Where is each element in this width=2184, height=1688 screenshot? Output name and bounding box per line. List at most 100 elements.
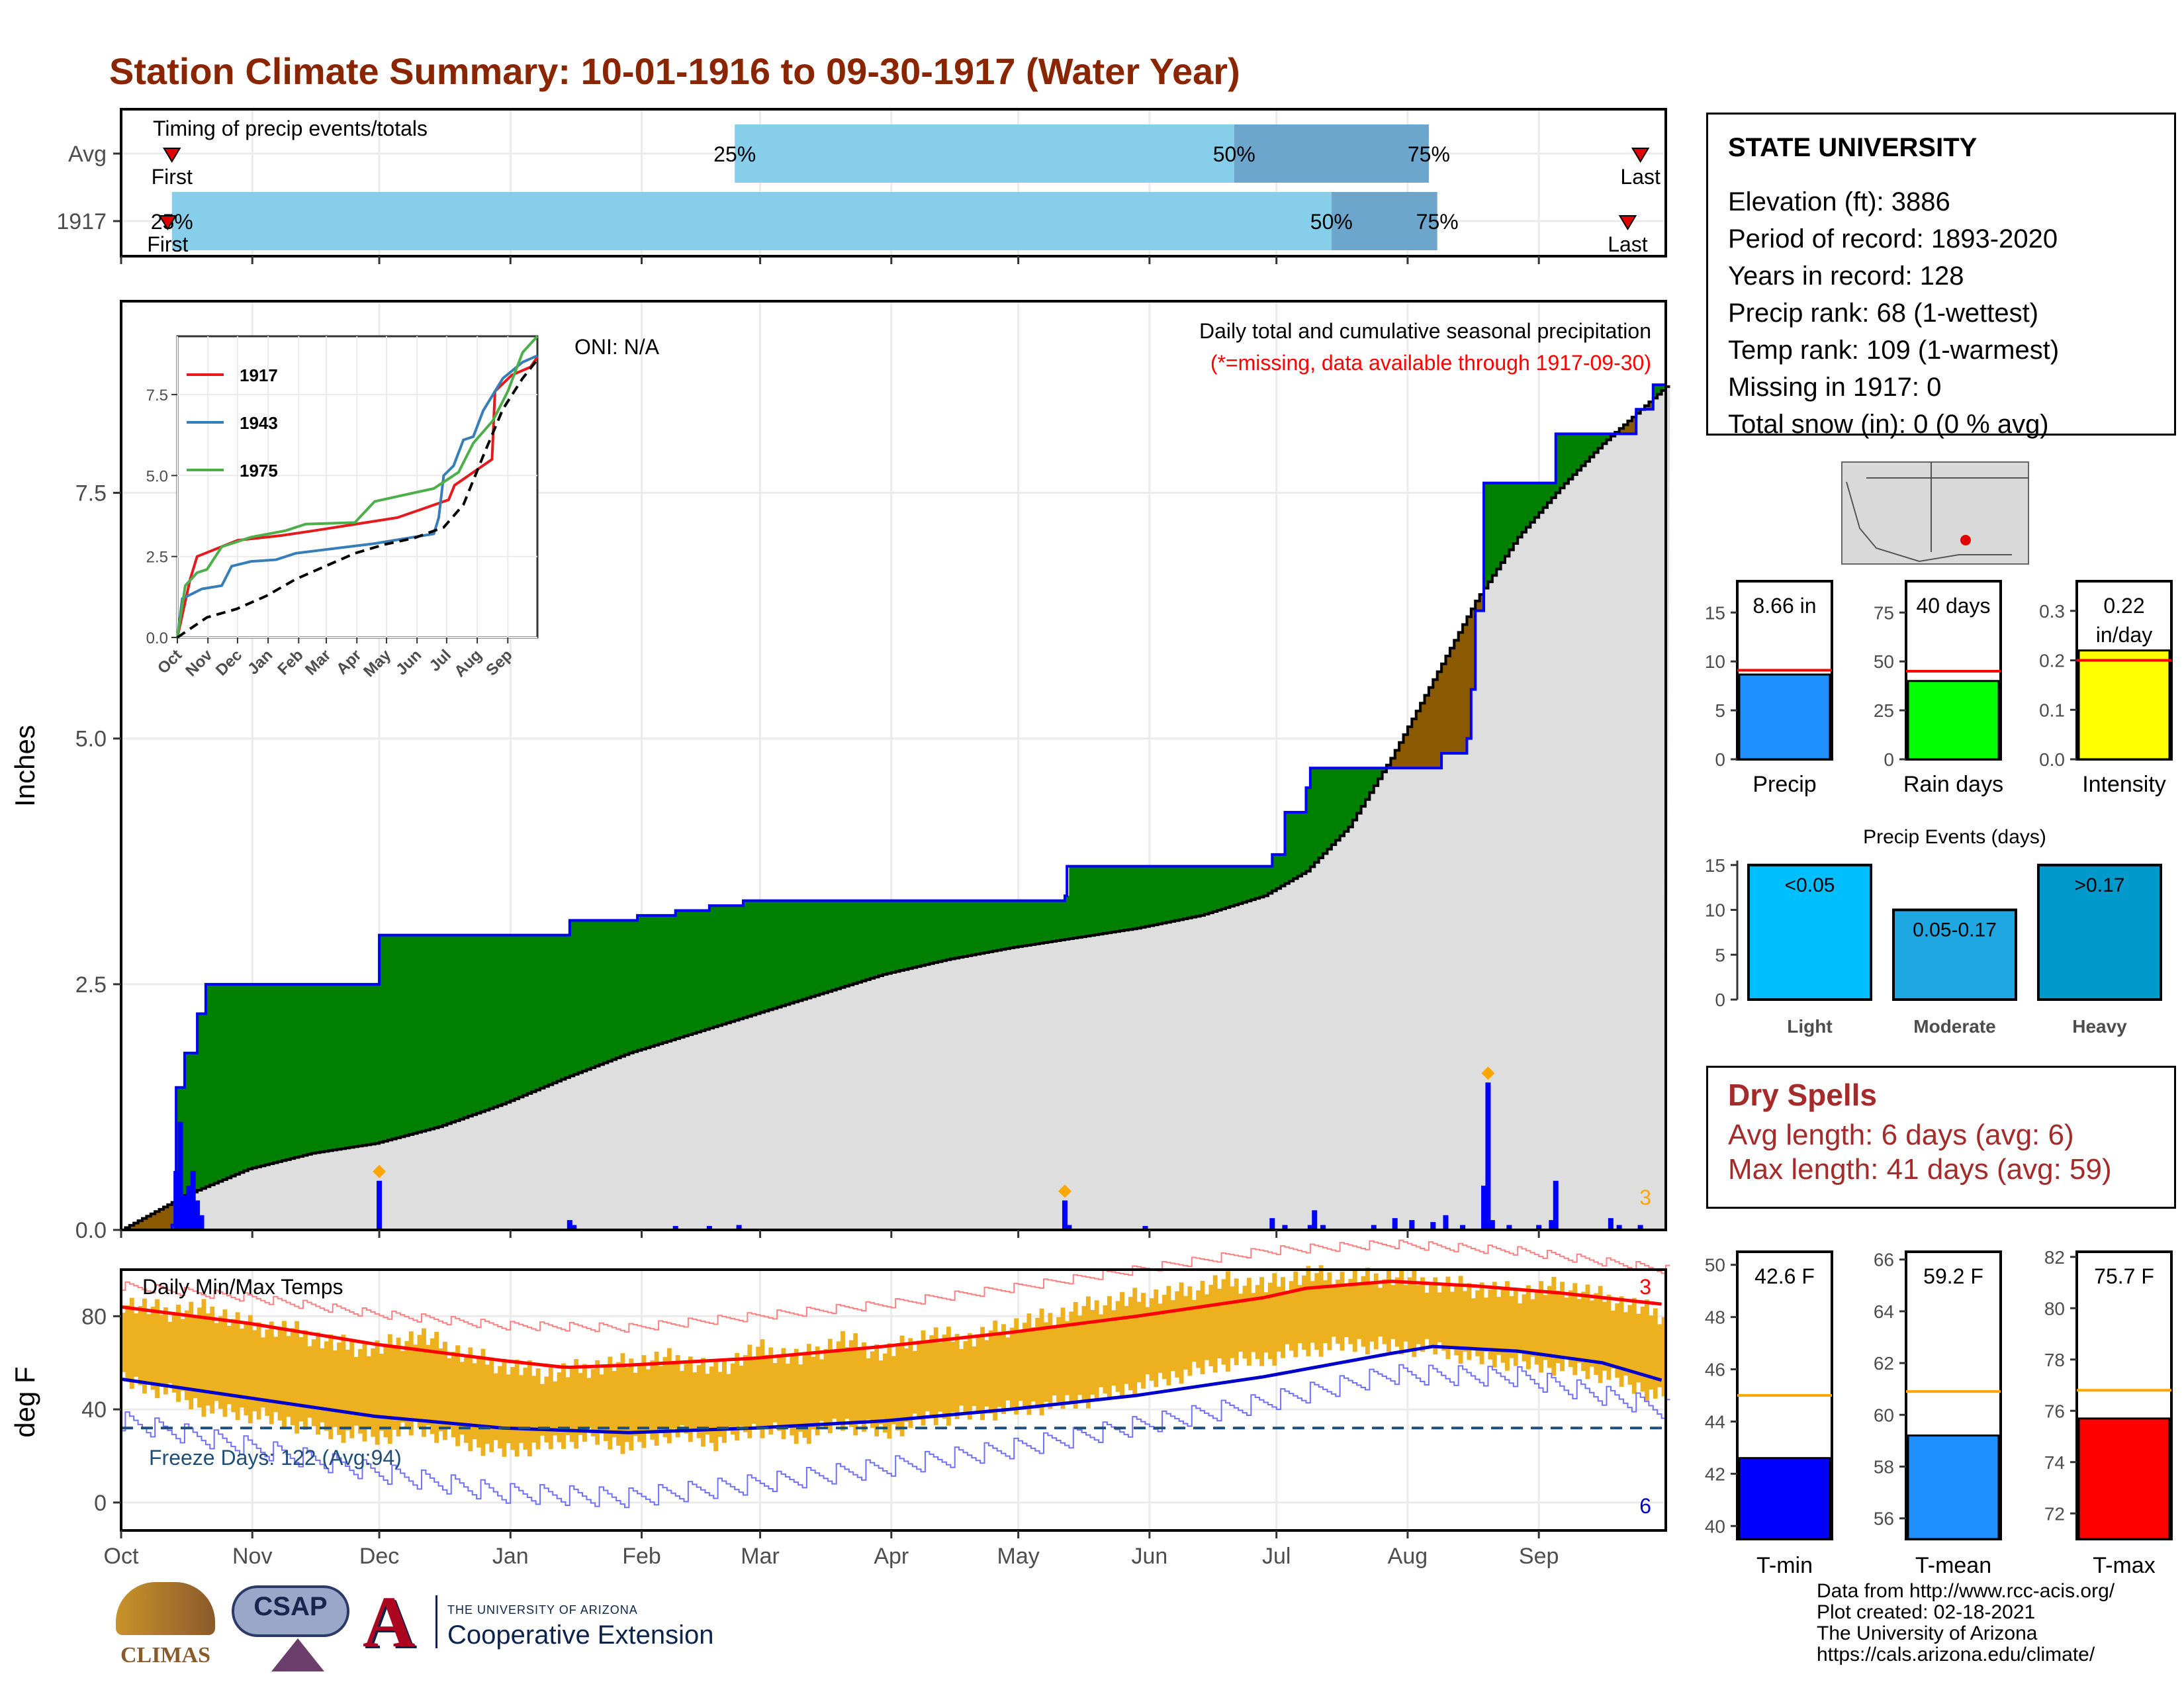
temp-daily-bar [659,1366,663,1432]
temp-daily-bar [197,1307,202,1408]
dry-spells-title: Dry Spells [1728,1078,1877,1112]
precip-diff-slice [739,906,744,1019]
temp-daily-bar [540,1383,545,1436]
temp-daily-bar [713,1359,719,1452]
temp-freeze-label: Freeze Days: 122 (Avg:94) [149,1446,402,1470]
precip-diff-slice [295,984,300,1158]
station-elevation: Elevation (ft): 3886 [1728,187,1950,216]
precip-diff-slice [1564,434,1569,484]
credit-url: https://cals.arizona.edu/climate/ [1817,1644,2095,1665]
temp-daily-bar [544,1376,549,1443]
timing-bar-25-50 [735,124,1234,183]
precip-diff-slice [709,906,714,1029]
temp-daily-bar [167,1321,173,1383]
temp-daily-bar [1661,1317,1666,1397]
precip-diff-slice [696,910,702,1033]
precip-summary-ytick-label: 0.0 [2039,749,2065,770]
precip-diff-slice [701,910,706,1031]
temp-daily-bar [438,1348,443,1432]
events-bar-label: >0.17 [2075,874,2125,896]
temp-daily-bar [701,1358,705,1447]
temp-summary-bar [2077,1417,2171,1540]
precip-diff-slice [887,900,892,974]
temp-daily-bar [1048,1313,1053,1409]
temp-daily-bar [925,1343,930,1411]
precip-daily-bar [195,1200,201,1230]
precip-diff-slice [269,984,274,1164]
temp-daily-bar [1170,1300,1175,1372]
temp-daily-bar [688,1356,693,1442]
precip-diff-slice [404,935,410,1136]
precip-diff-slice [1661,385,1666,391]
temp-daily-bar [1441,1284,1446,1351]
precip-diff-slice [1120,866,1125,931]
temp-daily-bar [1005,1337,1011,1401]
temp-daily-bar [705,1374,710,1435]
temp-daily-bar [794,1348,799,1444]
precip-diff-slice [1009,900,1015,948]
temp-daily-bar [337,1342,342,1435]
precip-diff-slice [1581,434,1586,466]
precip-ytick-label: 2.5 [75,972,107,998]
precip-diff-slice [1518,483,1523,538]
precip-daily-bar [190,1170,196,1230]
precip-daily-bar [672,1226,678,1230]
precip-diff-slice [1352,768,1357,820]
temp-daily-bar [514,1359,520,1457]
climas-logo: CLIMAS [109,1582,222,1675]
precip-diff-slice [261,984,266,1166]
precip-daily-bar [173,1170,179,1230]
precip-diff-slice [311,984,316,1154]
precip-diff-slice [1327,768,1332,849]
temp-daily-bar [1111,1310,1116,1386]
temp-daily-bar [1496,1297,1502,1355]
precip-daily-bar [1320,1225,1326,1230]
precip-diff-slice [819,900,825,994]
temp-daily-bar [146,1314,152,1382]
temp-daily-bar [1014,1318,1019,1415]
temp-daily-bar [1128,1297,1133,1391]
temp-daily-bar [1124,1305,1129,1384]
temp-daily-bar [616,1362,621,1446]
climas-logo-text: CLIMAS [120,1643,211,1667]
temp-daily-bar [210,1306,215,1414]
precip-daily-bar [199,1215,205,1230]
temp-daily-bar [1200,1280,1205,1374]
precip-diff-slice [1378,768,1383,779]
precip-diff-slice [569,920,574,1076]
station-missing: Missing in 1917: 0 [1728,373,1942,402]
temp-daily-bar [1369,1282,1375,1342]
temp-daily-bar [1610,1310,1615,1369]
inset-legend-label: 1917 [240,365,278,385]
timing-bar-25-50 [171,192,1332,250]
precip-diff-slice [1251,866,1256,900]
temp-daily-bar [662,1356,668,1438]
precip-diff-slice [942,900,947,961]
precip-diff-slice [332,984,338,1150]
temp-daily-bar [261,1337,265,1408]
temp-daily-bar [938,1342,943,1412]
timing-label-75: 75% [1416,210,1459,234]
precip-diff-slice [447,935,452,1124]
precip-diff-slice [743,900,748,1018]
temp-daily-bar [777,1355,782,1431]
temp-daily-bar [574,1359,579,1449]
precip-daily-bar [1481,1186,1487,1230]
precip-daily-bar [1269,1218,1275,1230]
temp-daily-bar [256,1322,261,1420]
precip-daily-bar [1485,1082,1491,1230]
temp-daily-bar [349,1342,355,1438]
precip-summary-ytick-label: 0 [1715,749,1725,770]
precip-daily-bar [1307,1225,1313,1230]
temp-daily-bar [1149,1298,1154,1381]
temp-daily-bar [1373,1273,1379,1350]
temp-daily-bar [1525,1285,1531,1370]
temp-daily-bar [1530,1299,1535,1357]
temp-daily-bar [1458,1276,1463,1364]
precip-diff-slice [252,984,257,1168]
precip-diff-slice [527,935,532,1094]
precip-diff-slice [756,900,761,1014]
precip-diff-slice [620,920,625,1056]
temp-daily-bar [400,1350,405,1423]
temp-daily-bar [1640,1306,1645,1392]
